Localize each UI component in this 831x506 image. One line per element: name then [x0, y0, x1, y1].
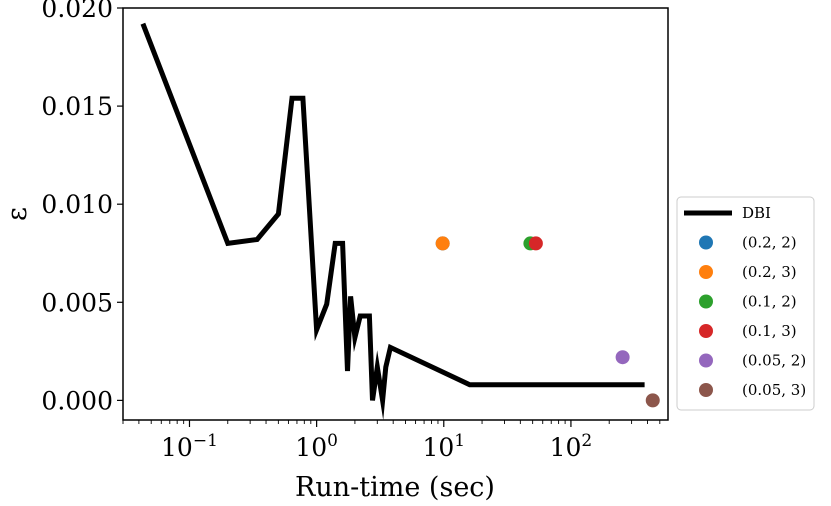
plot-area — [123, 8, 668, 420]
legend-label: (0.2, 2) — [742, 234, 797, 252]
x-tick-label: 101 — [422, 431, 465, 462]
dbi-line — [140, 22, 645, 421]
legend-marker — [699, 235, 713, 250]
x-axis-title: Run-time (sec) — [295, 472, 495, 503]
legend: DBI (0.2, 2) (0.2, 3) (0.1, 2) (0.1, 3) (0.05… — [676, 196, 815, 411]
x-tick-label: 10−1 — [161, 431, 218, 462]
y-tick-label: 0.010 — [41, 190, 113, 219]
legend-marker — [699, 324, 713, 338]
scatter-point-1 — [435, 236, 450, 251]
plot-frame — [122, 7, 669, 421]
legend-marker — [699, 294, 713, 309]
legend-marker — [699, 265, 713, 279]
legend-label: (0.05, 2) — [742, 352, 806, 370]
scatter-point-4 — [615, 350, 630, 365]
legend-label: (0.2, 3) — [742, 263, 797, 281]
legend-marker — [699, 383, 713, 397]
scatter-point-3 — [528, 236, 543, 251]
legend-label: (0.1, 2) — [742, 293, 797, 311]
legend-marker — [699, 353, 713, 368]
y-axis-title: ε — [2, 207, 33, 221]
series-group — [140, 22, 660, 421]
legend-label: (0.05, 3) — [742, 381, 806, 399]
y-axis: 0.000 0.005 0.010 0.015 0.020 — [41, 0, 123, 415]
x-axis: 10−1 100 101 102 — [122, 420, 661, 462]
y-tick-label: 0.015 — [41, 92, 113, 121]
legend-label: DBI — [742, 204, 771, 222]
scatter-point-5 — [645, 393, 660, 408]
y-tick-label: 0.000 — [41, 386, 113, 415]
x-tick-label: 102 — [550, 431, 593, 462]
y-tick-label: 0.020 — [41, 0, 113, 23]
legend-label: (0.1, 3) — [742, 322, 797, 340]
x-tick-label: 100 — [295, 431, 338, 462]
y-tick-label: 0.005 — [41, 288, 113, 317]
